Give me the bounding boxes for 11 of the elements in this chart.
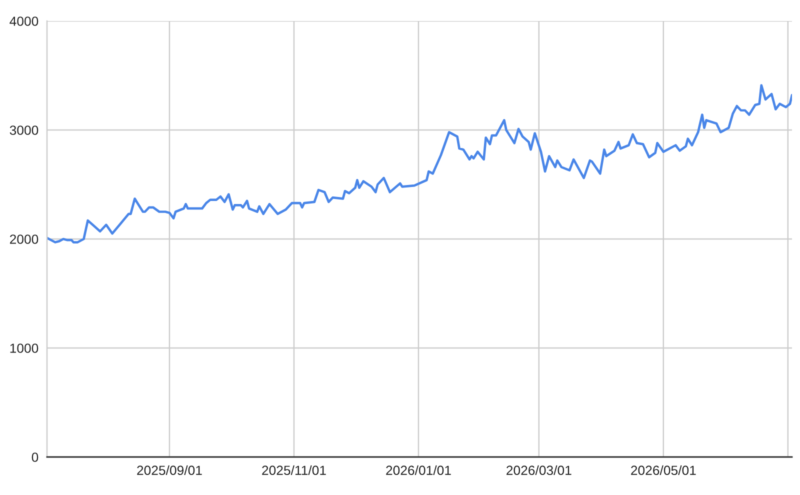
x-tick-label: 2026/01/01: [386, 465, 451, 476]
x-tick-label: 2025/09/01: [137, 465, 202, 476]
x-tick-label: 2025/11/01: [262, 465, 326, 476]
y-tick-label: 1000: [10, 344, 38, 353]
line-series: [47, 84, 792, 244]
y-tick-label: 2000: [10, 234, 38, 244]
y-tick-label: 3000: [10, 126, 38, 135]
x-tick-label: 2026/03/01: [506, 465, 572, 476]
y-tick-label: 0: [32, 452, 38, 462]
y-tick-label: 4000: [10, 16, 38, 26]
x-tick-label: 2026/05/01: [631, 465, 696, 476]
